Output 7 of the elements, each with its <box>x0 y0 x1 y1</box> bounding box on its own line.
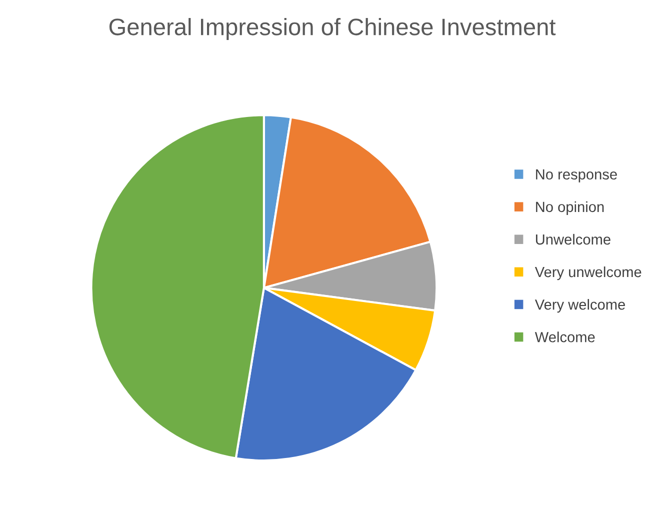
legend-label: Very welcome <box>534 299 625 313</box>
legend-label: No opinion <box>536 201 604 215</box>
legend-label: No response <box>536 169 617 182</box>
legend-label: Very unwelcome <box>534 266 642 280</box>
legend-label: Unwelcome <box>536 234 610 245</box>
legend-label: Welcome <box>534 332 595 342</box>
chart-title: General Impression of Chinese Investment <box>109 18 556 40</box>
